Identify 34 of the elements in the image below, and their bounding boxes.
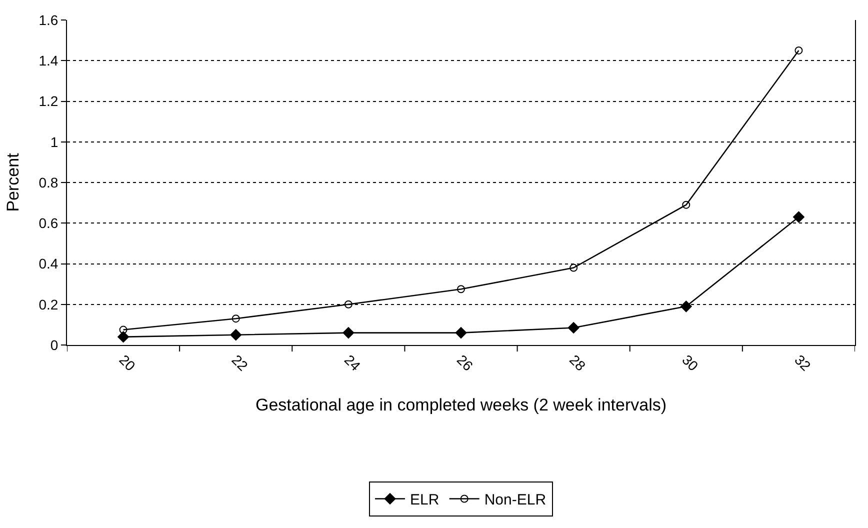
x-tick-label: 20 [116, 352, 139, 374]
x-tick-label: 32 [792, 352, 814, 374]
point [232, 314, 240, 323]
y-axis-title: Percent [3, 152, 22, 212]
x-tick-label: 28 [566, 352, 589, 374]
point [570, 264, 578, 272]
point [794, 46, 803, 54]
point [568, 322, 580, 334]
y-tick-label: 0 [50, 336, 58, 353]
point [342, 327, 354, 339]
point [230, 329, 242, 341]
point [119, 326, 128, 334]
point [682, 200, 690, 209]
x-tick-label: 26 [454, 352, 476, 374]
point [793, 211, 804, 223]
point [118, 331, 129, 343]
legend-label: Non-ELR [484, 492, 546, 509]
y-tick-label: 0.6 [38, 215, 58, 232]
y-tick-label: 1.4 [38, 52, 58, 69]
x-tick-label: 22 [228, 352, 252, 374]
x-tick-label: 24 [341, 352, 364, 374]
x-tick-label: 30 [679, 352, 702, 374]
y-tick-label: 1.2 [38, 93, 58, 110]
y-tick-label: 0.4 [38, 256, 58, 272]
legend-label: ELR [410, 492, 440, 509]
x-axis-title: Gestational age in completed weeks (2 week intervals) [255, 395, 667, 414]
point [457, 285, 465, 294]
y-tick-label: 0.8 [38, 174, 58, 190]
point [344, 300, 352, 308]
point [455, 327, 467, 339]
point [680, 300, 692, 312]
y-tick-label: 0.2 [38, 296, 58, 312]
y-tick-label: 1 [50, 134, 58, 150]
y-tick-label: 1.6 [38, 12, 58, 28]
